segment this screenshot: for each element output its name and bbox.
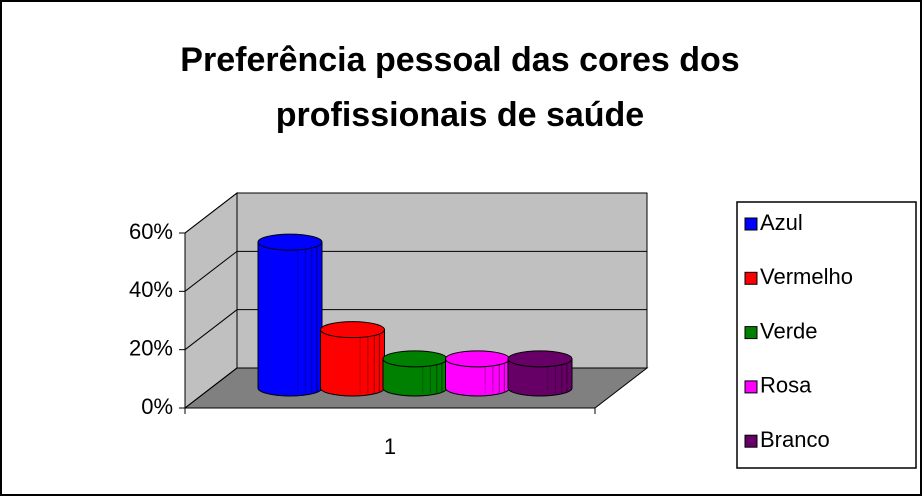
bar [507,350,573,397]
legend-label: Verde [760,318,818,343]
legend-swatch [744,271,758,285]
legend-swatch [744,217,758,231]
bar-top [320,321,385,339]
bar-top [257,233,323,251]
legend-label: Azul [760,210,803,235]
bar-body [320,329,385,397]
legend-swatch [744,434,758,448]
grid-line [184,192,647,234]
legend [736,201,917,469]
x-tick-label: 1 [384,434,396,459]
grid-line [184,309,647,351]
bar [320,321,385,397]
bar-top [445,350,510,368]
y-tick-label: 0% [141,394,173,419]
legend-swatch [744,326,758,340]
bar-body [257,241,323,397]
chart-title: Preferência pessoal das cores dos [180,41,739,79]
legend-swatch [744,380,758,394]
y-tick-label: 40% [129,277,173,302]
grid-line [184,250,647,292]
bar-top [382,350,448,368]
bar-top [507,350,573,368]
legend-label: Branco [760,427,830,452]
y-tick-label: 60% [129,219,173,244]
bar [257,233,323,397]
legend-label: Vermelho [760,264,853,289]
bar-body [507,358,573,397]
y-tick-label: 20% [129,335,173,360]
legend-label: Rosa [760,373,812,398]
chart-title: profissionais de saúde [276,96,644,134]
bar [445,350,510,397]
bar [382,350,448,397]
